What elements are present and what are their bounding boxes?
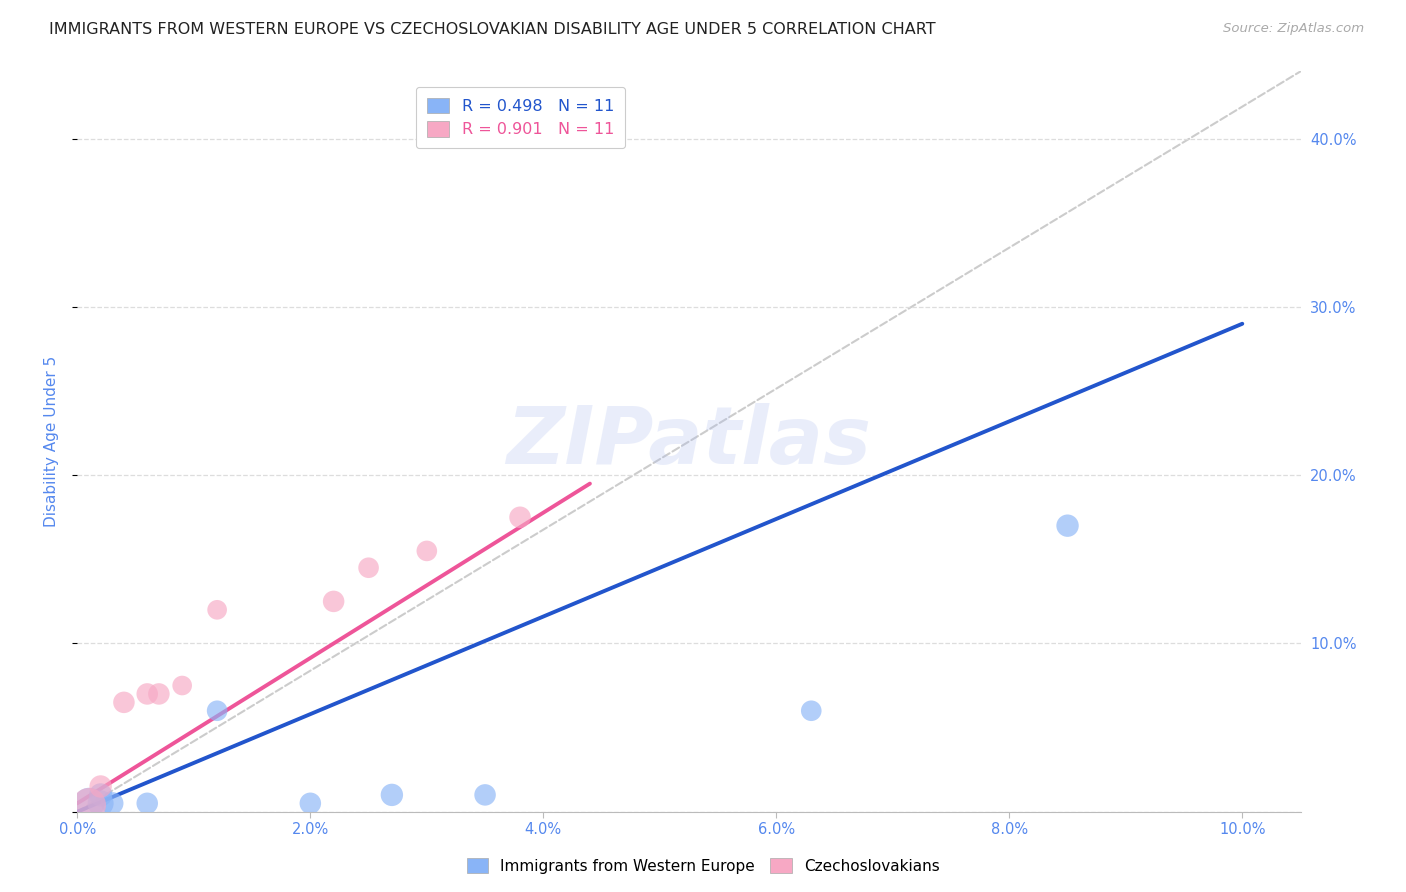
Point bbox=[112, 695, 135, 709]
Point bbox=[77, 797, 100, 812]
Point bbox=[205, 704, 228, 718]
Point bbox=[77, 797, 100, 811]
Text: Source: ZipAtlas.com: Source: ZipAtlas.com bbox=[1223, 22, 1364, 36]
Point bbox=[299, 797, 322, 811]
Point bbox=[357, 560, 380, 574]
Point bbox=[90, 780, 112, 794]
Point bbox=[90, 797, 112, 811]
Point bbox=[474, 788, 496, 802]
Point bbox=[172, 679, 194, 693]
Y-axis label: Disability Age Under 5: Disability Age Under 5 bbox=[44, 356, 59, 527]
Point bbox=[416, 544, 439, 558]
Point bbox=[509, 510, 531, 524]
Point bbox=[322, 594, 344, 608]
Point bbox=[101, 797, 124, 811]
Point bbox=[205, 603, 228, 617]
Text: IMMIGRANTS FROM WESTERN EUROPE VS CZECHOSLOVAKIAN DISABILITY AGE UNDER 5 CORRELA: IMMIGRANTS FROM WESTERN EUROPE VS CZECHO… bbox=[49, 22, 936, 37]
Point bbox=[381, 788, 404, 802]
Text: ZIPatlas: ZIPatlas bbox=[506, 402, 872, 481]
Point bbox=[1056, 518, 1078, 533]
Legend: R = 0.498   N = 11, R = 0.901   N = 11: R = 0.498 N = 11, R = 0.901 N = 11 bbox=[416, 87, 626, 148]
Point bbox=[136, 687, 159, 701]
Point bbox=[800, 704, 823, 718]
Point bbox=[148, 687, 170, 701]
Point bbox=[90, 788, 112, 802]
Legend: Immigrants from Western Europe, Czechoslovakians: Immigrants from Western Europe, Czechosl… bbox=[460, 852, 946, 880]
Point bbox=[136, 797, 159, 811]
